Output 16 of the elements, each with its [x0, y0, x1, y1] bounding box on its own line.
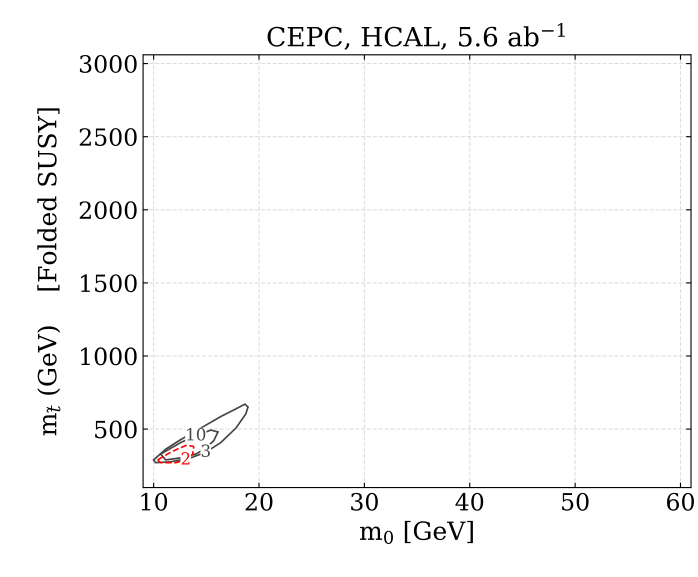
- x-tick-label: 20: [246, 492, 272, 511]
- x-tick-label: 40: [455, 492, 484, 511]
- x-axis-title: m$_{0}$ [GeV]: [360, 520, 473, 544]
- x-tick-label: 10: [141, 492, 168, 511]
- y-axis-title: m$_{t̃}$ (GeV) [Folded SUSY]: [37, 108, 60, 436]
- x-tick-label: 50: [562, 492, 589, 511]
- y-tick-label: 1500: [81, 274, 137, 292]
- x-tick-label: 30: [351, 492, 378, 511]
- y-tick-label: 1000: [81, 347, 137, 366]
- y-tick-label: 2500: [80, 128, 137, 146]
- y-tick-label: 3000: [80, 55, 137, 73]
- chart-title: CEPC, HCAL, 5.6 ab$^{−1}$: [268, 22, 565, 50]
- x-tick-label: 60: [667, 492, 694, 511]
- y-tick-label: 2000: [80, 201, 137, 220]
- series-label: 10: [187, 428, 206, 441]
- y-tick-label: 500: [95, 420, 137, 438]
